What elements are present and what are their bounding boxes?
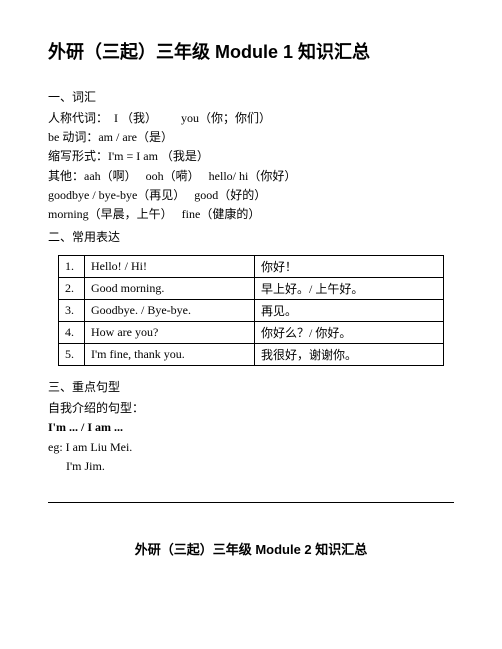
- row-english: Good morning.: [85, 278, 255, 300]
- row-number: 1.: [59, 256, 85, 278]
- section1-heading: 一、词汇: [48, 88, 454, 105]
- footer-title: 外研（三起）三年级 Module 2 知识汇总: [48, 539, 454, 558]
- row-number: 3.: [59, 300, 85, 322]
- section3-sentence-pattern: I'm ... / I am ...: [48, 418, 454, 437]
- table-row: 2. Good morning. 早上好。/ 上午好。: [59, 278, 444, 300]
- row-english: How are you?: [85, 322, 255, 344]
- table-row: 4. How are you? 你好么？/ 你好。: [59, 322, 444, 344]
- section1-line: 缩写形式：I'm = I am （我是）: [48, 147, 454, 166]
- table-row: 1. Hello! / Hi! 你好！: [59, 256, 444, 278]
- row-english: Hello! / Hi!: [85, 256, 255, 278]
- section3-line: 自我介绍的句型：: [48, 399, 454, 418]
- section1-line: 其他：aah（啊） ooh（嗬） hello/ hi（你好）: [48, 167, 454, 186]
- expressions-table: 1. Hello! / Hi! 你好！ 2. Good morning. 早上好…: [58, 255, 444, 366]
- section3-line: eg: I am Liu Mei.: [48, 438, 454, 457]
- row-chinese: 早上好。/ 上午好。: [255, 278, 444, 300]
- expressions-table-wrap: 1. Hello! / Hi! 你好！ 2. Good morning. 早上好…: [58, 255, 444, 366]
- section1-line: morning（早晨，上午） fine（健康的）: [48, 205, 454, 224]
- row-chinese: 我很好，谢谢你。: [255, 344, 444, 366]
- divider: [48, 502, 454, 503]
- table-row: 5. I'm fine, thank you. 我很好，谢谢你。: [59, 344, 444, 366]
- section1-line: be 动词：am / are（是）: [48, 128, 454, 147]
- table-row: 3. Goodbye. / Bye-bye. 再见。: [59, 300, 444, 322]
- row-number: 4.: [59, 322, 85, 344]
- row-chinese: 你好么？/ 你好。: [255, 322, 444, 344]
- section2-heading: 二、常用表达: [48, 228, 454, 245]
- row-english: I'm fine, thank you.: [85, 344, 255, 366]
- section1-line: goodbye / bye-bye（再见） good（好的）: [48, 186, 454, 205]
- row-number: 5.: [59, 344, 85, 366]
- row-chinese: 再见。: [255, 300, 444, 322]
- section3-line: I'm Jim.: [48, 457, 454, 476]
- section1-line: 人称代词： I （我） you（你；你们）: [48, 109, 454, 128]
- row-english: Goodbye. / Bye-bye.: [85, 300, 255, 322]
- page-title: 外研（三起）三年级 Module 1 知识汇总: [48, 38, 454, 64]
- row-chinese: 你好！: [255, 256, 444, 278]
- section3-heading: 三、重点句型: [48, 378, 454, 395]
- row-number: 2.: [59, 278, 85, 300]
